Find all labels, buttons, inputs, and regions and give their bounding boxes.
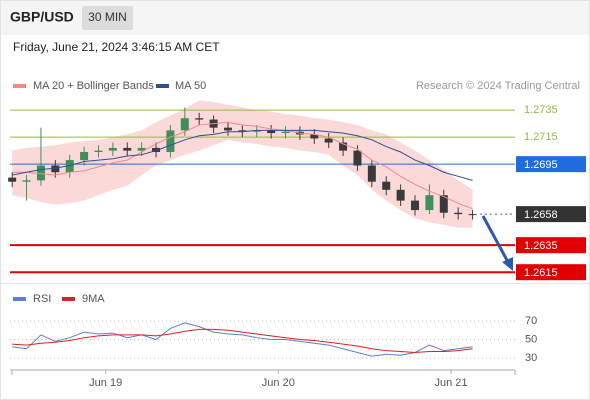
candle-body <box>468 214 477 216</box>
candle-body <box>324 138 333 143</box>
x-tick-label: Jun 20 <box>262 377 295 389</box>
candle-body <box>94 150 103 152</box>
timestamp: Friday, June 21, 2024 3:46:15 AM CET <box>13 40 220 54</box>
candle-body <box>439 195 448 213</box>
candle-body <box>108 147 117 151</box>
candle-body <box>152 147 161 152</box>
y-tick-label: 30 <box>525 352 537 364</box>
candle-body <box>339 142 348 151</box>
candle-body <box>425 195 434 211</box>
candle-body <box>8 177 17 182</box>
candle-body <box>267 130 276 134</box>
bollinger-band <box>12 100 473 228</box>
forecast-arrow <box>481 215 510 263</box>
legend-swatch <box>62 297 75 301</box>
ma-line <box>12 129 473 181</box>
indicator-line <box>12 322 473 357</box>
candle-body <box>36 165 45 181</box>
candle-body <box>166 130 175 152</box>
candle-body <box>51 165 60 173</box>
candle-body <box>252 130 261 132</box>
candle-body <box>238 130 247 132</box>
interval-label[interactable]: 30 MIN <box>88 10 127 24</box>
candle-body <box>123 147 132 151</box>
source: Research © 2024 Trading Central <box>416 80 580 92</box>
forecast-arrowhead <box>502 257 513 271</box>
candle-body <box>382 181 391 190</box>
interval-button[interactable] <box>82 6 133 30</box>
legend-label: MA 20 + Bollinger Bands <box>33 80 154 92</box>
legend-label: 9MA <box>82 293 105 305</box>
candle-body <box>22 180 31 182</box>
ma-line <box>12 121 473 210</box>
y-tick-label: 50 <box>525 333 537 345</box>
x-tick-label: Jun 21 <box>434 377 467 389</box>
candle-body <box>195 118 204 120</box>
candle-body <box>80 151 89 161</box>
candle-body <box>180 118 189 131</box>
candle-body <box>65 160 74 173</box>
candle-body <box>137 147 146 151</box>
legend-swatch <box>156 84 169 88</box>
level-label: 1.2658 <box>524 209 558 221</box>
level-box <box>516 237 586 254</box>
candle-body <box>353 150 362 166</box>
y-tick-label: 70 <box>525 315 537 327</box>
level-label: 1.2635 <box>524 240 558 252</box>
level-label: 1.2735 <box>524 104 558 116</box>
candle-body <box>411 200 420 211</box>
level-box <box>516 206 586 223</box>
candle-body <box>367 165 376 182</box>
indicator-line <box>12 328 473 353</box>
level-box <box>516 156 586 173</box>
candle-body <box>396 189 405 201</box>
legend-swatch <box>13 84 26 88</box>
level-box <box>516 264 586 281</box>
level-label: 1.2615 <box>524 267 558 279</box>
legend-swatch <box>13 297 26 301</box>
candle-body <box>281 131 290 134</box>
candle-body <box>310 134 319 139</box>
legend-label: MA 50 <box>175 80 206 92</box>
symbol: GBP/USD <box>10 9 74 25</box>
x-tick-label: Jun 19 <box>89 377 122 389</box>
level-label: 1.2695 <box>524 159 558 171</box>
level-label: 1.2715 <box>524 131 558 143</box>
plot: 1.2735 1.2715 1.2695 1.2658 1.2635 1.2615 30 50… <box>8 100 586 389</box>
candle-body <box>454 212 463 215</box>
legend-label: RSI <box>33 293 51 305</box>
candle-body <box>223 127 232 131</box>
